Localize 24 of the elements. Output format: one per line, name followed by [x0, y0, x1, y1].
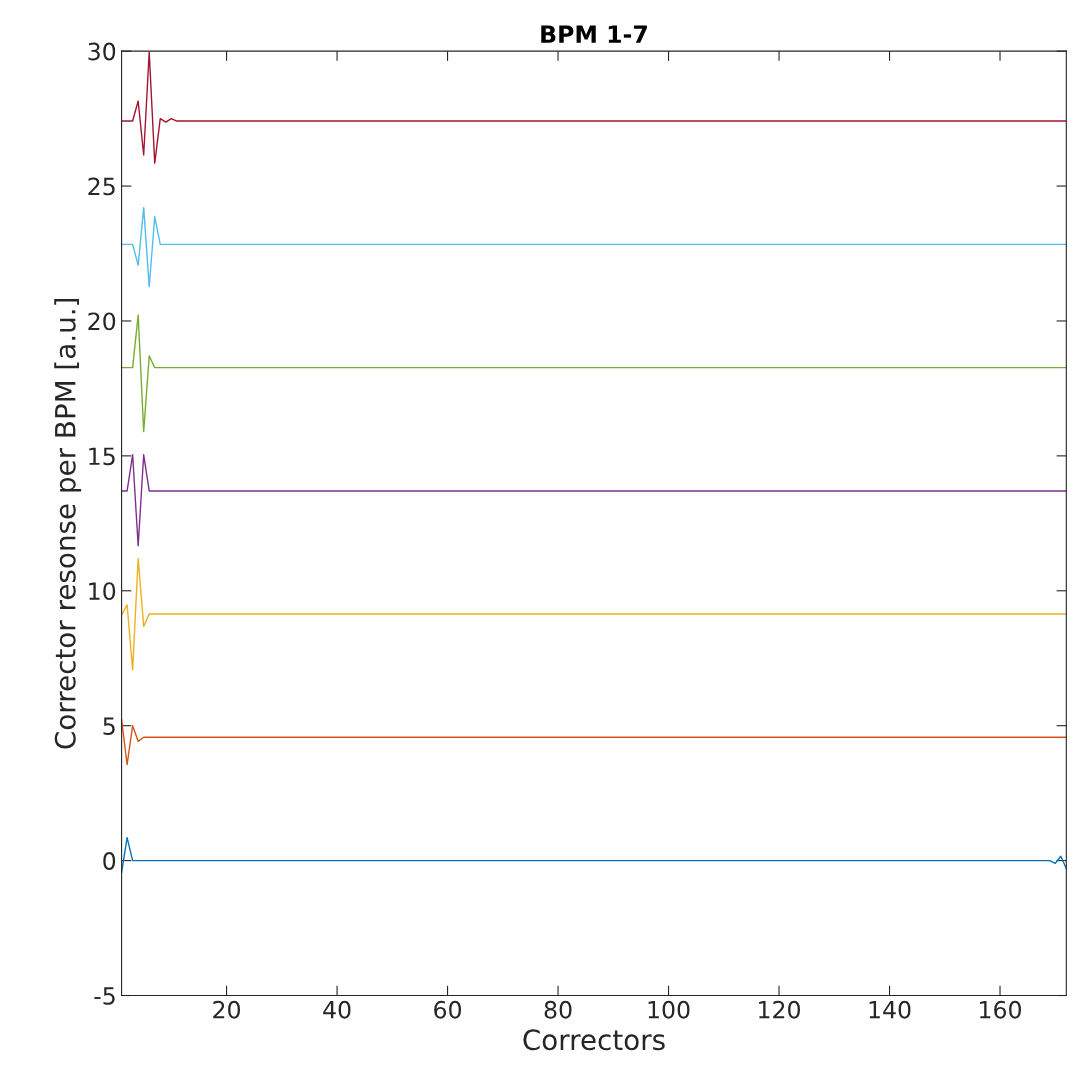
line-series	[121, 836, 1067, 874]
x-tick-label: 40	[323, 1000, 351, 1019]
y-tick-label: 20	[88, 312, 116, 331]
line-series	[121, 557, 1067, 671]
y-tick-label: 25	[88, 177, 115, 196]
x-tick-label: 120	[759, 1000, 800, 1019]
y-axis-title: Corrector resonse per BPM [a.u.]	[54, 298, 82, 749]
y-tick-label: 30	[88, 42, 116, 61]
x-tick-label: 160	[980, 1000, 1021, 1019]
y-tick-label: 10	[89, 582, 116, 601]
x-tick-label: 20	[213, 1000, 241, 1019]
line-series	[121, 314, 1067, 433]
y-tick-label: 5	[103, 717, 115, 735]
y-tick-label: 0	[103, 852, 116, 870]
y-tick-label: -5	[94, 987, 115, 1005]
x-tick-label: 80	[544, 1000, 572, 1019]
y-tick-label: 15	[89, 447, 115, 466]
x-tick-label: 140	[869, 1000, 911, 1019]
line-series	[121, 719, 1067, 766]
x-axis-title: Correctors	[523, 1029, 665, 1051]
x-tick-label: 100	[648, 1000, 690, 1019]
chart-title: BPM 1-7	[541, 25, 647, 43]
x-tick-label: 60	[434, 1000, 461, 1019]
line-series	[121, 206, 1067, 288]
